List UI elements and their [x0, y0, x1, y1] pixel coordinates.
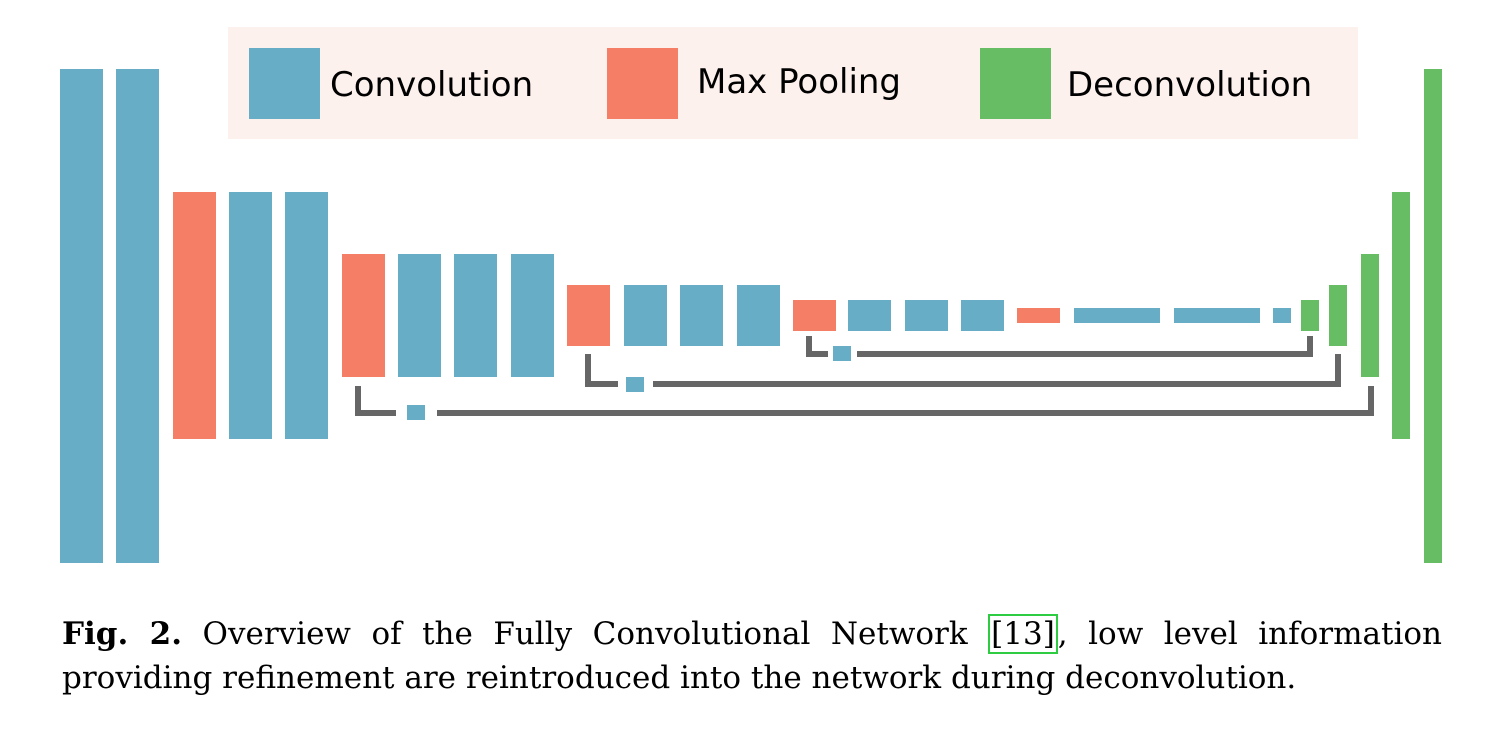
pool-layer-5: [1017, 308, 1060, 323]
deconv-layer-2: [1329, 285, 1347, 346]
fcn-architecture-diagram: Convolution Max Pooling Deconvolution: [60, 27, 1442, 563]
skip-connection-3-bracket: [355, 386, 396, 416]
deconv-layer-4: [1392, 192, 1410, 439]
conv-layer-3b: [454, 254, 497, 377]
pool-layer-1: [173, 192, 216, 439]
conv-layer-2a: [229, 192, 272, 439]
skip-connection-1-bracket: [806, 336, 828, 357]
deconv-layer-3: [1361, 254, 1379, 377]
fc-conv-layer-6: [1074, 308, 1160, 323]
legend-label-deconvolution: Deconvolution: [1067, 65, 1312, 105]
legend: Convolution Max Pooling Deconvolution: [228, 27, 1358, 139]
skip-connections: [355, 336, 1374, 420]
conv-layer-2b: [285, 192, 328, 439]
skip-score-conv-3: [407, 405, 425, 420]
legend-swatch-deconvolution: [980, 48, 1051, 119]
conv-layer-1a: [60, 69, 103, 563]
fc-conv-layer-7: [1174, 308, 1260, 323]
figure-caption: Fig. 2. Overview of the Fully Convolutio…: [62, 612, 1442, 700]
conv-layer-4c: [737, 285, 780, 346]
deconv-layer-1: [1301, 300, 1319, 331]
skip-score-conv-2: [626, 377, 644, 392]
conv-layer-5a: [848, 300, 891, 331]
pool-layer-4: [793, 300, 836, 331]
conv-layer-3a: [398, 254, 441, 377]
caption-text-part-2: , low level information providing refine…: [62, 616, 1442, 696]
conv-layer-4b: [680, 285, 723, 346]
score-conv-layer: [1273, 308, 1291, 323]
conv-layer-3c: [511, 254, 554, 377]
skip-connection-3-line: [437, 386, 1374, 416]
pool-layer-2: [342, 254, 385, 377]
legend-label-max-pooling: Max Pooling: [697, 62, 901, 102]
network-layers: [60, 69, 1442, 563]
citation-link[interactable]: [13]: [988, 614, 1058, 654]
legend-swatch-max-pooling: [607, 48, 678, 119]
skip-connection-1-line: [857, 336, 1313, 357]
conv-layer-4a: [624, 285, 667, 346]
skip-connection-2-line: [653, 354, 1341, 387]
conv-layer-1b: [116, 69, 159, 563]
legend-swatch-convolution: [249, 48, 320, 119]
figure-label: Fig. 2.: [62, 616, 183, 652]
legend-background: [228, 27, 1358, 139]
pool-layer-3: [567, 285, 610, 346]
conv-layer-5b: [905, 300, 948, 331]
legend-label-convolution: Convolution: [330, 65, 533, 105]
conv-layer-5c: [961, 300, 1004, 331]
deconv-layer-5: [1424, 69, 1442, 563]
skip-connection-2-bracket: [585, 354, 618, 387]
skip-score-conv-1: [833, 346, 851, 361]
caption-text-part-1: Overview of the Fully Convolutional Netw…: [202, 616, 989, 652]
